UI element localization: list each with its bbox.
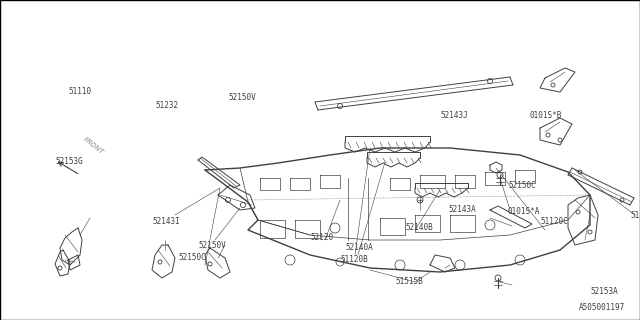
Text: 0101S*B: 0101S*B (530, 110, 563, 119)
Text: A505001197: A505001197 (579, 303, 625, 312)
Text: 52150C: 52150C (508, 180, 536, 189)
Text: 0101S*A: 0101S*A (508, 207, 540, 217)
Text: 52150V: 52150V (228, 93, 256, 102)
Text: 52150C: 52150C (178, 253, 205, 262)
Text: 51515C: 51515C (630, 211, 640, 220)
Text: 51120C: 51120C (540, 218, 568, 227)
Text: 52143J: 52143J (440, 110, 468, 119)
Text: 52153G: 52153G (55, 157, 83, 166)
Text: FRONT: FRONT (82, 136, 104, 155)
Text: 52143A: 52143A (448, 205, 476, 214)
Text: 51120B: 51120B (340, 254, 368, 263)
Text: 51232: 51232 (155, 100, 178, 109)
Text: 52140B: 52140B (405, 223, 433, 233)
Text: 52143I: 52143I (152, 218, 180, 227)
Text: 52153A: 52153A (590, 287, 618, 297)
Text: 52150V: 52150V (198, 241, 226, 250)
Text: 51110: 51110 (68, 87, 91, 97)
Text: 52120: 52120 (310, 234, 333, 243)
Text: 52140A: 52140A (345, 244, 372, 252)
Text: 51515B: 51515B (395, 277, 423, 286)
